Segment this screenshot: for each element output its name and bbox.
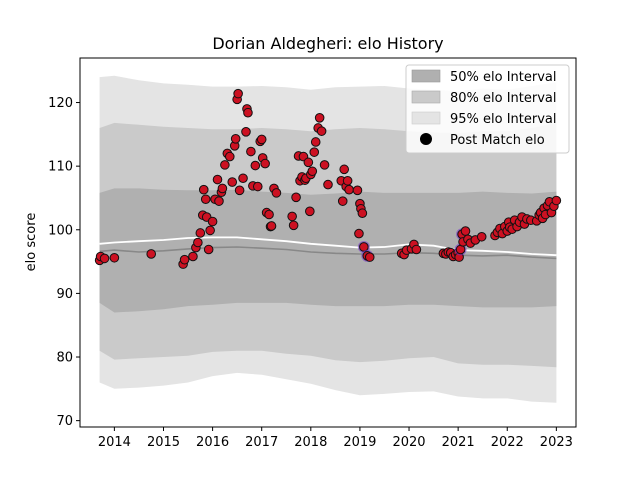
- chart-title: Dorian Aldegheri: elo History: [212, 34, 443, 53]
- post-match-elo-point: [109, 252, 120, 263]
- post-match-elo-point: [319, 160, 330, 170]
- post-match-elo-point: [224, 151, 235, 162]
- post-match-elo-point: [246, 146, 256, 157]
- post-match-elo-point: [205, 225, 215, 236]
- x-tick-label: 2016: [196, 435, 229, 450]
- plot-area: [94, 75, 562, 403]
- post-match-elo-point: [179, 254, 190, 265]
- post-match-elo-point: [339, 164, 350, 175]
- post-match-elo-point: [195, 228, 206, 238]
- post-match-elo-point: [316, 126, 327, 136]
- post-match-elo-point: [354, 228, 364, 239]
- post-match-elo-point: [220, 160, 230, 170]
- x-tick-label: 2023: [540, 435, 573, 450]
- post-match-elo-point: [551, 195, 562, 206]
- post-match-elo-point: [200, 194, 211, 205]
- post-match-elo-point: [256, 134, 267, 145]
- legend-marker-points: [420, 133, 432, 145]
- post-match-elo-point: [357, 208, 368, 219]
- post-match-elo-point: [264, 209, 274, 220]
- post-match-elo-point: [260, 158, 270, 169]
- post-match-elo-point: [337, 196, 348, 206]
- legend-label-points: Post Match elo: [450, 133, 545, 148]
- x-tick-label: 2015: [147, 435, 180, 450]
- y-tick-label: 100: [48, 223, 73, 238]
- post-match-elo-point: [271, 188, 282, 198]
- post-match-elo-point: [364, 252, 375, 262]
- post-match-elo-point: [217, 183, 228, 194]
- post-match-elo-point: [352, 185, 363, 196]
- y-tick-label: 110: [48, 160, 73, 175]
- post-match-elo-point: [323, 179, 333, 190]
- x-tick-label: 2020: [392, 435, 425, 450]
- post-match-elo-point: [314, 113, 325, 123]
- post-match-elo-point: [252, 181, 263, 192]
- legend: 50% elo Interval 80% elo Interval 95% el…: [405, 64, 570, 154]
- post-match-elo-point: [288, 220, 299, 231]
- post-match-elo-point: [243, 107, 253, 118]
- y-tick-label: 120: [48, 96, 73, 111]
- post-match-elo-point: [193, 237, 203, 248]
- post-match-elo-point: [207, 216, 218, 227]
- legend-swatch-95: [411, 111, 441, 125]
- post-match-elo-point: [203, 244, 214, 255]
- post-match-elo-point: [307, 166, 318, 177]
- x-tick-label: 2019: [343, 435, 376, 450]
- post-match-elo-point: [250, 160, 261, 171]
- post-match-elo-point: [287, 211, 297, 222]
- y-axis-title: elo score: [24, 213, 39, 272]
- legend-label-80: 80% elo Interval: [450, 91, 557, 106]
- post-match-elo-point: [212, 174, 223, 185]
- post-match-elo-point: [146, 249, 157, 259]
- post-match-elo-point: [291, 192, 301, 203]
- x-tick-label: 2014: [98, 435, 131, 450]
- x-tick-label: 2022: [491, 435, 524, 450]
- x-tick-label: 2017: [245, 435, 278, 450]
- post-match-elo-point: [266, 221, 277, 231]
- post-match-elo-point: [241, 127, 251, 137]
- post-match-elo-point: [230, 133, 241, 144]
- legend-label-95: 95% elo Interval: [450, 112, 557, 127]
- post-match-elo-point: [476, 231, 487, 242]
- y-axis: 70 80 90 100 110 120: [48, 96, 80, 429]
- y-tick-label: 70: [56, 414, 73, 429]
- x-axis: 2014 2015 2016 2017 2018 2019 2020 2021 2022 2023: [98, 427, 573, 450]
- post-match-elo-point: [188, 251, 198, 262]
- post-match-elo-point: [342, 175, 353, 186]
- median-elo-line: [99, 246, 557, 260]
- legend-swatch-80: [411, 90, 441, 104]
- post-match-elo-point: [305, 206, 315, 217]
- post-match-elo-point: [303, 157, 314, 168]
- post-match-elo-point: [99, 253, 110, 264]
- post-match-elo-point: [238, 173, 248, 184]
- post-match-elo-point: [309, 147, 320, 157]
- post-match-elo-point: [198, 184, 209, 195]
- x-tick-label: 2021: [442, 435, 475, 450]
- y-tick-label: 80: [56, 351, 73, 366]
- x-tick-label: 2018: [294, 435, 327, 450]
- legend-box: [405, 64, 570, 154]
- post-match-elo-point: [234, 185, 245, 196]
- mean-elo-line: [99, 236, 557, 257]
- post-match-elo-point: [214, 196, 224, 206]
- plot-frame: [79, 57, 577, 428]
- post-match-elo-point: [460, 226, 471, 236]
- post-match-elo-point: [233, 88, 243, 99]
- post-match-elo-point: [227, 177, 238, 187]
- post-match-elo-point: [344, 184, 354, 195]
- legend-swatch-50: [411, 69, 441, 83]
- y-tick-label: 90: [56, 287, 73, 302]
- legend-label-50: 50% elo Interval: [450, 70, 557, 85]
- post-match-elo-point: [411, 244, 422, 255]
- post-match-elo-point: [310, 137, 321, 147]
